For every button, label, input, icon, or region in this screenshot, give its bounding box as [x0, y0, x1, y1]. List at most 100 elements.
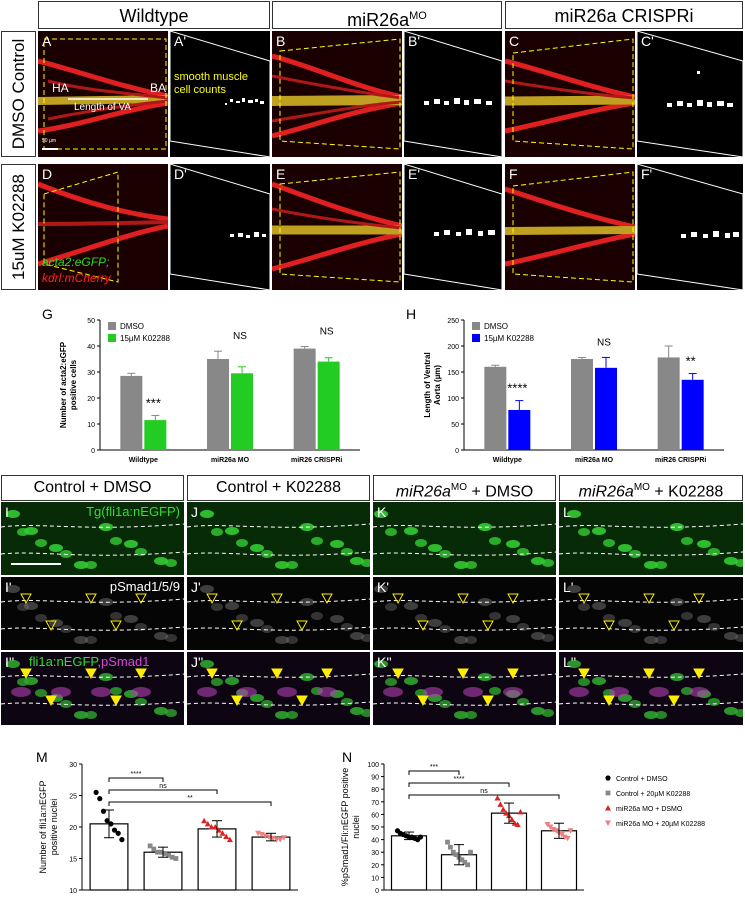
- legend-label: Control + DMSO: [616, 776, 668, 783]
- chart-M: 10 15 20 25 30 Number of fli1a:nEGFPpositive …: [38, 762, 298, 895]
- nucleus: [454, 636, 468, 644]
- y-tick-label: 0: [91, 448, 95, 455]
- nucleus: [6, 585, 20, 593]
- nucleus: [275, 561, 289, 569]
- nucleus: [85, 561, 97, 569]
- data-point: [605, 805, 611, 811]
- chart-G: 0 10 20 30 40 50 Number of acta2:eGFPpositive …: [59, 318, 360, 464]
- comparison-bracket: [108, 777, 164, 782]
- data-point: [108, 821, 114, 827]
- panel-label-B: B: [276, 33, 286, 49]
- panel-D-prime: D': [170, 164, 270, 290]
- vessel-outline-lower: [373, 626, 556, 631]
- nucleus: [531, 707, 545, 715]
- y-tick-label: 25: [69, 794, 77, 801]
- nucleus: [681, 612, 693, 620]
- nucleus: [361, 634, 370, 642]
- panel-micrograph: [373, 585, 556, 644]
- nucleus: [35, 614, 47, 622]
- column-header-mir26a-dmso: miR26aMO + DMSO: [373, 475, 556, 501]
- data-point: [93, 789, 99, 795]
- significance-label: NS: [597, 337, 611, 348]
- panel-letter-N: N: [342, 749, 353, 765]
- y-axis-label-line: positive cells: [69, 359, 78, 410]
- panel-C-micrograph: [505, 38, 635, 150]
- nucleus-arrowhead: [668, 695, 680, 707]
- y-axis-label-line: positive nuclei: [49, 799, 59, 856]
- comparison-label: ns: [159, 783, 167, 790]
- nucleus: [261, 700, 273, 708]
- nucleus-arrowhead: [321, 668, 333, 680]
- panel-E-micrograph: [272, 171, 402, 283]
- nucleus: [489, 537, 501, 545]
- legend-swatch: [472, 334, 480, 342]
- y-tick-label: 10: [87, 422, 95, 429]
- nucleus: [592, 602, 606, 610]
- nucleus-arrowhead: [271, 668, 283, 680]
- panel-micrograph: [373, 660, 556, 719]
- panel-micrograph: [1, 660, 184, 719]
- nucleus: [517, 698, 529, 706]
- category-label: Wildtype: [129, 457, 158, 464]
- psmad-signal: [237, 687, 257, 697]
- data-point: [280, 835, 287, 841]
- panel-A-micrograph: [38, 38, 168, 150]
- bar: [595, 367, 617, 450]
- y-axis-label-line: Length of Ventral: [423, 352, 432, 417]
- nucleus: [454, 561, 468, 569]
- y-tick-label: 100: [367, 762, 379, 769]
- nucleus: [735, 559, 743, 567]
- nucleus: [644, 561, 658, 569]
- data-point: [508, 816, 515, 822]
- panel-F: F: [505, 164, 635, 290]
- nucleus: [124, 615, 138, 623]
- nucleus-arrowhead: [271, 593, 283, 605]
- bar: [681, 379, 704, 450]
- panel-label-C: C: [509, 33, 520, 49]
- panel-letter-M: M: [36, 749, 48, 765]
- comparison-bracket: [408, 770, 460, 776]
- nucleus: [578, 528, 590, 536]
- panel-D: D acta2:eGFP; kdrl:mCherry: [38, 164, 168, 290]
- nucleus: [578, 678, 590, 686]
- panel-label-B-prime: B': [408, 33, 421, 49]
- panel-B: B: [272, 31, 402, 157]
- data-point: [459, 857, 465, 863]
- y-tick-label: 100: [447, 396, 459, 403]
- nucleus-arrowhead: [457, 593, 469, 605]
- nucleus: [618, 544, 632, 552]
- nucleus-arrowhead: [85, 668, 97, 680]
- panel-B-micrograph: [272, 38, 402, 150]
- vessel-outline-lower: [187, 701, 370, 706]
- data-point: [544, 821, 551, 828]
- nucleus: [629, 625, 641, 633]
- nucleus: [415, 539, 427, 547]
- comparison-label: ****: [454, 776, 465, 783]
- data-point: [450, 849, 456, 855]
- nucleus: [708, 698, 720, 706]
- nucleus: [85, 636, 97, 644]
- nucleus: [428, 544, 442, 552]
- panel-L: L: [559, 502, 743, 575]
- legend-kdrl: kdrl:mCherry: [42, 271, 111, 285]
- panel-I: I Tg(fli1a:nEGFP): [1, 502, 184, 575]
- nucleus: [250, 694, 264, 702]
- nucleus: [24, 527, 38, 535]
- y-axis-label-line: Number of acta2:eGFP: [59, 341, 68, 428]
- nucleus: [506, 615, 520, 623]
- nucleus: [670, 673, 684, 681]
- data-point: [462, 859, 468, 865]
- nucleus: [225, 602, 239, 610]
- data-point: [151, 846, 157, 852]
- significance-label: ****: [507, 381, 527, 396]
- category-label: Wildtype: [493, 457, 522, 464]
- nucleus: [644, 711, 658, 719]
- row-header-k02288-label: 15uM K02288: [8, 174, 28, 280]
- nucleus: [154, 632, 168, 640]
- panel-micrograph: [187, 510, 370, 569]
- row-header-dmso-label: DMSO Control: [8, 38, 28, 150]
- panel-label-C-prime: C': [641, 33, 654, 49]
- data-point: [514, 821, 521, 827]
- nucleus: [655, 711, 667, 719]
- panel-label-E: E: [276, 166, 286, 182]
